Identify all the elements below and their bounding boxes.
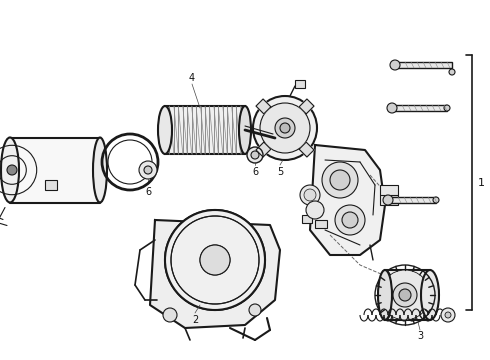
Circle shape	[306, 201, 324, 219]
Circle shape	[433, 197, 439, 203]
Text: 5: 5	[277, 167, 283, 177]
Circle shape	[165, 210, 265, 310]
Circle shape	[342, 212, 358, 228]
Bar	[315, 220, 327, 228]
Bar	[388, 197, 436, 203]
Text: 6: 6	[252, 167, 258, 177]
Bar	[45, 180, 57, 190]
Circle shape	[275, 118, 295, 138]
Circle shape	[249, 304, 261, 316]
Circle shape	[441, 308, 455, 322]
Bar	[380, 185, 398, 205]
Text: 6: 6	[145, 187, 151, 197]
Polygon shape	[10, 138, 100, 202]
Circle shape	[200, 245, 230, 275]
Ellipse shape	[93, 138, 107, 202]
Circle shape	[330, 170, 350, 190]
Bar	[392, 105, 447, 111]
Polygon shape	[150, 220, 280, 328]
Circle shape	[449, 69, 455, 75]
Circle shape	[380, 270, 430, 320]
Circle shape	[322, 162, 358, 198]
Circle shape	[260, 103, 310, 153]
Bar	[395, 62, 452, 68]
Polygon shape	[256, 142, 271, 157]
Circle shape	[253, 96, 317, 160]
Polygon shape	[299, 142, 314, 157]
Polygon shape	[299, 99, 314, 114]
Ellipse shape	[158, 106, 172, 154]
Circle shape	[383, 195, 393, 205]
Polygon shape	[256, 99, 271, 114]
Bar	[165, 106, 245, 154]
Circle shape	[387, 103, 397, 113]
Circle shape	[280, 123, 290, 133]
Circle shape	[251, 151, 259, 159]
Circle shape	[335, 205, 365, 235]
Ellipse shape	[1, 138, 19, 202]
Ellipse shape	[378, 270, 392, 320]
Bar	[295, 80, 305, 88]
Circle shape	[304, 189, 316, 201]
Circle shape	[247, 147, 263, 163]
Text: 1: 1	[477, 178, 485, 188]
Circle shape	[139, 161, 157, 179]
Circle shape	[163, 308, 177, 322]
Ellipse shape	[421, 270, 439, 320]
Circle shape	[399, 289, 411, 301]
Circle shape	[200, 245, 230, 275]
Text: 3: 3	[417, 331, 423, 341]
Circle shape	[300, 185, 320, 205]
Ellipse shape	[239, 106, 251, 154]
Bar	[302, 215, 312, 223]
Polygon shape	[310, 145, 385, 255]
Text: 2: 2	[192, 315, 198, 325]
Circle shape	[390, 60, 400, 70]
Circle shape	[444, 105, 450, 111]
Bar	[385, 270, 430, 320]
Circle shape	[7, 165, 17, 175]
Circle shape	[144, 166, 152, 174]
Circle shape	[165, 210, 265, 310]
Circle shape	[393, 283, 417, 307]
Circle shape	[445, 312, 451, 318]
Text: 4: 4	[189, 73, 195, 83]
